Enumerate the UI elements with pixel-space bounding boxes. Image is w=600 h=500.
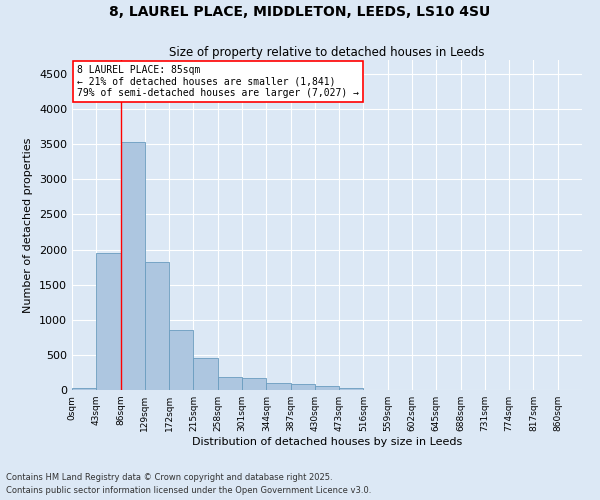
Bar [339,388,364,390]
Bar [169,330,193,390]
Text: 8 LAUREL PLACE: 85sqm
← 21% of detached houses are smaller (1,841)
79% of semi-d: 8 LAUREL PLACE: 85sqm ← 21% of detached … [77,65,359,98]
Bar [96,253,121,390]
Bar [315,386,339,390]
Bar [145,262,169,390]
Text: 8, LAUREL PLACE, MIDDLETON, LEEDS, LS10 4SU: 8, LAUREL PLACE, MIDDLETON, LEEDS, LS10 … [109,5,491,19]
Y-axis label: Number of detached properties: Number of detached properties [23,138,34,312]
Bar [72,388,96,390]
Title: Size of property relative to detached houses in Leeds: Size of property relative to detached ho… [169,46,485,59]
Bar [193,358,218,390]
Bar [242,378,266,390]
Bar [290,384,315,390]
Bar [218,377,242,390]
Bar [266,384,290,390]
Bar [121,142,145,390]
X-axis label: Distribution of detached houses by size in Leeds: Distribution of detached houses by size … [192,437,462,447]
Text: Contains HM Land Registry data © Crown copyright and database right 2025.
Contai: Contains HM Land Registry data © Crown c… [6,474,371,495]
